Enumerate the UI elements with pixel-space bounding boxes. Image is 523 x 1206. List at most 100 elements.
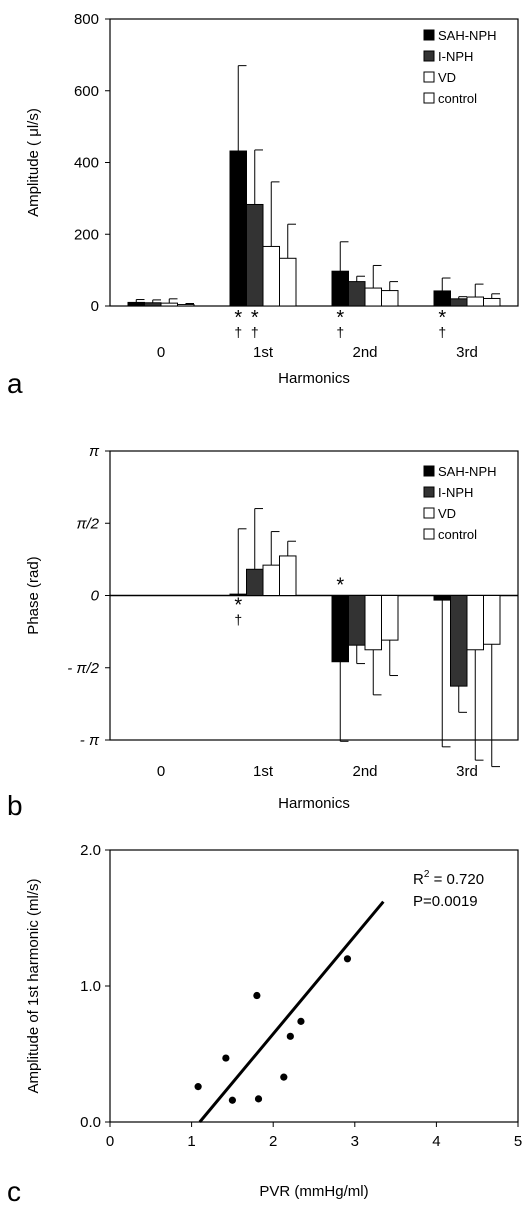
y-tick-label: π bbox=[89, 443, 100, 460]
data-point bbox=[222, 1054, 230, 1062]
x-axis-label: Harmonics bbox=[278, 370, 350, 387]
bar bbox=[279, 555, 297, 597]
significance-dagger: † bbox=[251, 324, 259, 340]
x-tick-label: 1st bbox=[253, 344, 274, 361]
r-squared-label: R2 = 0.720 bbox=[413, 869, 484, 888]
bar bbox=[364, 287, 382, 307]
bar bbox=[348, 595, 366, 646]
legend-swatch bbox=[423, 29, 435, 41]
y-tick-label: 2.0 bbox=[80, 842, 101, 859]
bar bbox=[466, 595, 484, 651]
y-tick-label: 200 bbox=[74, 226, 99, 243]
panel-label: a bbox=[7, 368, 23, 399]
y-tick-label: 0 bbox=[91, 298, 99, 315]
bar bbox=[483, 595, 501, 645]
legend-label: SAH-NPH bbox=[438, 28, 497, 43]
bar bbox=[331, 595, 349, 663]
x-tick-label: 0 bbox=[157, 763, 165, 780]
data-point bbox=[280, 1073, 288, 1081]
bar bbox=[127, 301, 145, 307]
legend-label: SAH-NPH bbox=[438, 464, 497, 479]
bar bbox=[246, 568, 264, 597]
y-tick-label: 0.0 bbox=[80, 1114, 101, 1131]
x-tick-label: 5 bbox=[514, 1133, 522, 1150]
p-value-label: P=0.0019 bbox=[413, 893, 478, 910]
data-point bbox=[254, 1095, 263, 1103]
legend-label: I-NPH bbox=[438, 485, 473, 500]
r2-superscript: 2 bbox=[424, 869, 430, 880]
legend-label: I-NPH bbox=[438, 49, 473, 64]
significance-star: * bbox=[251, 307, 259, 329]
bar bbox=[364, 595, 382, 651]
significance-dagger: † bbox=[438, 324, 446, 340]
data-point bbox=[194, 1083, 202, 1091]
regression-line bbox=[198, 900, 385, 1123]
legend-swatch bbox=[423, 507, 435, 519]
y-axis-label: Phase (rad) bbox=[25, 556, 42, 634]
bar bbox=[160, 302, 178, 307]
bar bbox=[348, 281, 366, 307]
significance-dagger: † bbox=[234, 324, 242, 340]
significance-dagger: † bbox=[234, 612, 242, 628]
bar bbox=[262, 245, 280, 307]
significance-star: * bbox=[438, 307, 446, 329]
y-tick-label: 400 bbox=[74, 155, 99, 172]
bar bbox=[144, 302, 162, 307]
bar bbox=[381, 290, 399, 307]
panel-label: b bbox=[7, 790, 23, 821]
bar bbox=[450, 595, 468, 687]
y-tick-label: 600 bbox=[74, 83, 99, 100]
legend-swatch bbox=[423, 528, 435, 540]
legend-swatch bbox=[423, 486, 435, 498]
legend-swatch bbox=[423, 50, 435, 62]
y-axis-label: Amplitude of 1st harmonic (ml/s) bbox=[25, 878, 42, 1093]
legend-label: VD bbox=[438, 506, 456, 521]
significance-star: * bbox=[234, 307, 242, 329]
bar bbox=[483, 297, 501, 307]
legend-label: VD bbox=[438, 70, 456, 85]
bar bbox=[433, 595, 451, 601]
x-tick-label: 1 bbox=[187, 1133, 195, 1150]
x-tick-label: 3 bbox=[351, 1133, 359, 1150]
panel-label: c bbox=[7, 1176, 21, 1206]
y-tick-label: - π/2 bbox=[67, 660, 99, 677]
bar bbox=[246, 203, 264, 307]
data-point bbox=[228, 1096, 236, 1104]
r2-value: = 0.720 bbox=[429, 871, 484, 888]
bar bbox=[331, 270, 349, 307]
bar bbox=[450, 298, 468, 307]
bar bbox=[381, 595, 399, 641]
x-tick-label: 3rd bbox=[456, 344, 478, 361]
x-axis-label: PVR (mmHg/ml) bbox=[259, 1183, 368, 1200]
x-tick-label: 0 bbox=[157, 344, 165, 361]
x-tick-label: 2 bbox=[269, 1133, 277, 1150]
legend-swatch bbox=[423, 465, 435, 477]
y-tick-label: - π bbox=[80, 732, 100, 749]
bar bbox=[433, 290, 451, 307]
bar bbox=[279, 257, 297, 307]
significance-star: * bbox=[234, 595, 242, 617]
bar bbox=[229, 150, 247, 307]
x-tick-label: 1st bbox=[253, 763, 274, 780]
x-tick-label: 3rd bbox=[456, 763, 478, 780]
bar bbox=[262, 564, 280, 597]
x-axis-label: Harmonics bbox=[278, 795, 350, 812]
y-tick-label: π/2 bbox=[76, 515, 99, 532]
y-tick-label: 0 bbox=[91, 588, 100, 605]
x-tick-label: 0 bbox=[106, 1133, 114, 1150]
data-point bbox=[343, 955, 352, 963]
r2-prefix: R bbox=[413, 871, 424, 888]
x-tick-label: 2nd bbox=[352, 763, 377, 780]
data-point bbox=[297, 1017, 305, 1025]
legend-label: control bbox=[438, 527, 477, 542]
y-tick-label: 800 bbox=[74, 11, 99, 28]
legend-label: control bbox=[438, 91, 477, 106]
y-axis-label: Amplitude ( μl/s) bbox=[25, 108, 42, 217]
x-tick-label: 4 bbox=[432, 1133, 440, 1150]
significance-dagger: † bbox=[336, 324, 344, 340]
significance-star: * bbox=[336, 307, 344, 329]
legend-swatch bbox=[423, 71, 435, 83]
y-tick-label: 1.0 bbox=[80, 978, 101, 995]
legend-swatch bbox=[423, 92, 435, 104]
